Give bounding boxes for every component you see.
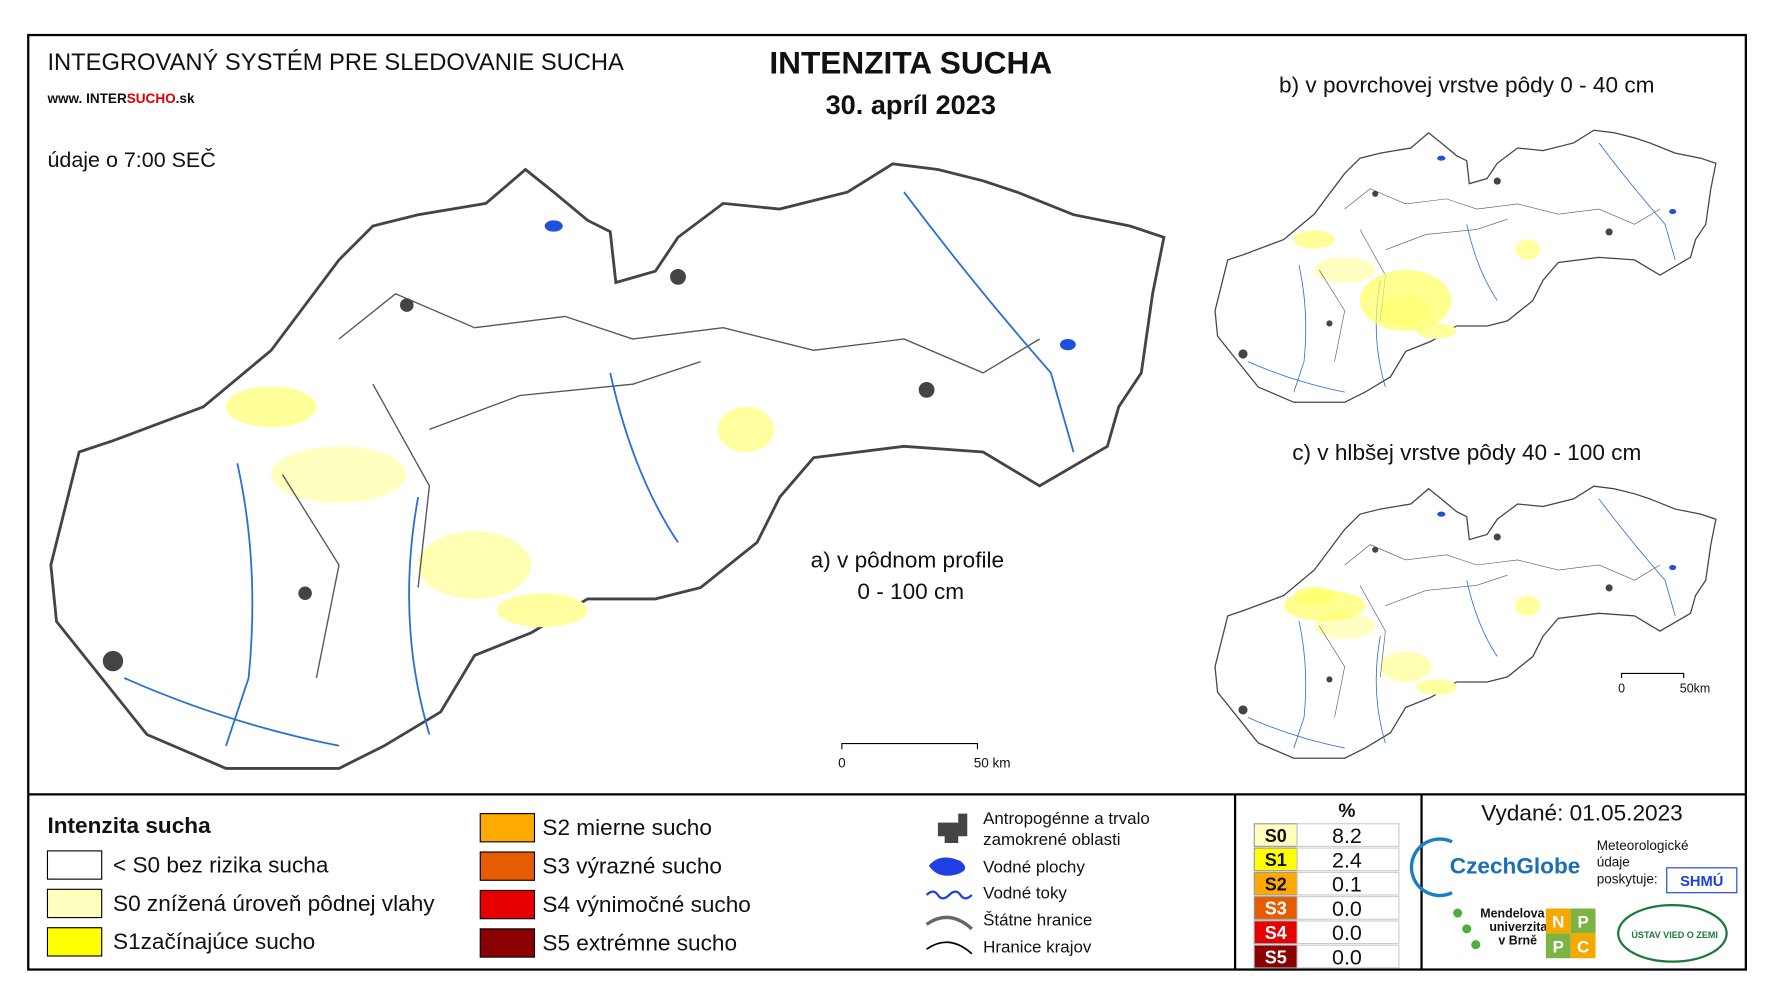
web-part: www. INTER: [46, 91, 126, 106]
web-part: .sk: [176, 91, 195, 106]
scale-label: 0: [838, 755, 846, 770]
legend-title: Intenzita sucha: [47, 813, 211, 838]
stats-value: 2.4: [1332, 848, 1362, 872]
logo-text: P: [1553, 938, 1564, 957]
map-c: [1215, 486, 1716, 758]
symbol-label: Hranice krajov: [983, 938, 1092, 957]
legend-swatch: [46, 850, 103, 880]
title: INTENZITA SUCHA: [769, 44, 1052, 80]
logo-text: Meteorologické: [1597, 838, 1689, 853]
system-name: INTEGROVANÝ SYSTÉM PRE SLEDOVANIE SUCHA: [47, 49, 624, 76]
data-note: údaje o 7:00 SEČ: [47, 147, 215, 172]
date: 30. apríl 2023: [826, 89, 996, 120]
issued: Vydané: 01.05.2023: [1481, 800, 1682, 825]
legend-label: S0 znížená úroveň pôdnej vlahy: [113, 891, 435, 916]
symbol-label: Vodné plochy: [983, 857, 1085, 876]
stats-cell: [1296, 920, 1400, 945]
legend-swatch: [46, 888, 103, 919]
logo-text: ÚSTAV VIED O ZEMI: [1631, 929, 1717, 940]
scale-label: 0: [1618, 682, 1625, 696]
website: www. INTERSUCHO.sk: [46, 91, 195, 106]
map-label: a) v pôdnom profile: [811, 547, 1004, 572]
stats-cell: [1296, 944, 1400, 969]
stats-class: S3: [1265, 899, 1287, 919]
logo-text: údaje: [1597, 855, 1630, 870]
legend-swatch: [479, 889, 536, 920]
legend-label: S4 výnimočné sucho: [542, 892, 750, 917]
logos: CzechGlobe Meteorologické údaje poskytuj…: [1409, 837, 1738, 963]
logo-text: poskytuje:: [1597, 872, 1658, 887]
stats-cell: [1296, 847, 1400, 872]
logo-text: N: [1552, 913, 1564, 932]
legend-swatch: [479, 928, 536, 958]
stats-value: 0.0: [1332, 897, 1362, 921]
legend-swatch: [479, 813, 536, 843]
stats-value: 0.0: [1332, 921, 1362, 945]
legend-label: S5 extrémne sucho: [542, 930, 737, 955]
legend-swatch: [46, 927, 103, 957]
map-label: c) v hlbšej vrstve pôdy 40 - 100 cm: [1292, 440, 1641, 465]
symbol-label: Antropogénne a trvalo zamokrené oblasti: [983, 809, 1150, 849]
stats-class: S1: [1265, 850, 1287, 870]
stats-class: S5: [1265, 947, 1287, 967]
logo-text: SHMÚ: [1680, 872, 1723, 890]
web-part: SUCHO: [127, 91, 176, 106]
stats-value: 0.0: [1332, 945, 1362, 969]
logo-text: v Brně: [1498, 934, 1537, 948]
stats-cell: [1296, 896, 1400, 920]
stats-class: S0: [1265, 826, 1287, 846]
logo-text: C: [1577, 938, 1589, 957]
logo-text: Mendelova: [1480, 907, 1544, 921]
scale-label: 50 km: [974, 755, 1011, 770]
stats-cell: [1296, 823, 1400, 847]
legend-label: S3 výrazné sucho: [542, 853, 722, 878]
map-label: 0 - 100 cm: [857, 579, 964, 604]
logo-text: CzechGlobe: [1450, 853, 1581, 878]
symbols: Antropogénne a trvalo zamokrené oblasti V…: [925, 809, 1150, 957]
stats-class: S2: [1265, 874, 1287, 894]
stats-class: S4: [1265, 923, 1287, 943]
map-label: b) v povrchovej vrstve pôdy 0 - 40 cm: [1279, 73, 1654, 98]
logo-text: P: [1577, 913, 1588, 932]
legend-label: < S0 bez rizika sucha: [113, 852, 329, 877]
stats-header: %: [1338, 801, 1355, 822]
stats-cell: [1296, 871, 1400, 896]
legend-label: S1začínajúce sucho: [113, 929, 315, 954]
symbol-label: Vodné toky: [983, 883, 1067, 902]
symbol-label: Štátne hranice: [983, 910, 1092, 929]
logo-text: univerzita: [1489, 920, 1547, 934]
stats-value: 8.2: [1332, 824, 1362, 848]
legend-swatch: [479, 851, 536, 881]
map-b: [1215, 130, 1716, 402]
stats-value: 0.1: [1332, 873, 1362, 897]
scale-label: 50km: [1680, 682, 1710, 696]
legend-label: S2 mierne sucho: [542, 815, 712, 840]
